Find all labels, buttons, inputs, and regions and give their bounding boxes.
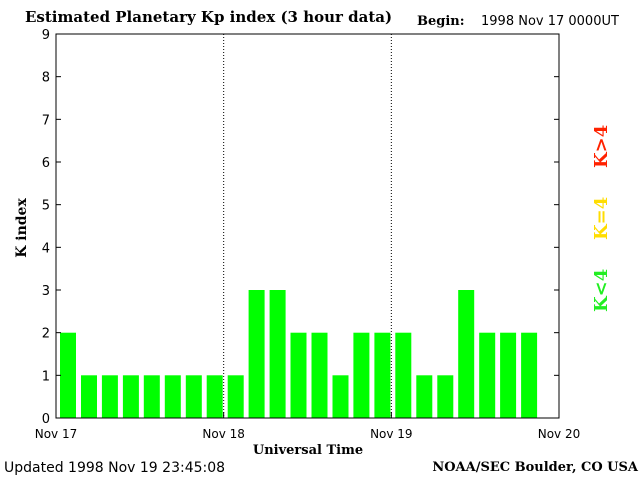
kp-bar xyxy=(101,375,118,418)
kp-bar xyxy=(290,332,307,418)
kp-bar xyxy=(206,375,223,418)
x-labels-group: Nov 17 Nov 18 Nov 19 Nov 20 xyxy=(35,412,581,441)
y-ticks-group: 0 1 2 3 4 5 6 7 8 9 xyxy=(42,28,559,427)
legend-low: K<4 xyxy=(591,269,612,312)
kp-bar xyxy=(81,375,97,418)
legend-mid: K=4 xyxy=(591,197,612,240)
kp-bar xyxy=(332,375,349,418)
kp-bar xyxy=(395,332,412,418)
x-tick-label: Nov 20 xyxy=(538,427,581,441)
y-tick-label: 3 xyxy=(42,284,50,299)
y-tick-label: 6 xyxy=(42,156,50,171)
kp-bar xyxy=(227,375,244,418)
kp-bar xyxy=(500,332,517,418)
y-tick-label: 0 xyxy=(42,412,50,427)
kp-bar xyxy=(248,290,265,418)
begin-value: 1998 Nov 17 0000UT xyxy=(481,14,619,29)
updated-stamp: Updated 1998 Nov 19 23:45:08 xyxy=(4,460,225,476)
kp-bar xyxy=(311,332,328,418)
kp-bar xyxy=(143,375,160,418)
y-tick-label: 2 xyxy=(42,327,50,342)
kp-bar xyxy=(437,375,454,418)
y-tick-label: 9 xyxy=(42,28,50,43)
kp-bar xyxy=(60,332,76,418)
kp-bar xyxy=(269,290,286,418)
plot-frame xyxy=(55,33,560,419)
kp-bar xyxy=(521,332,538,418)
kp-bar xyxy=(353,332,370,418)
kp-bar xyxy=(479,332,496,418)
chart-title: Estimated Planetary Kp index (3 hour dat… xyxy=(25,8,393,26)
updated-value: 1998 Nov 19 23:45:08 xyxy=(68,460,226,476)
begin-label: Begin: xyxy=(417,14,465,29)
bars-group xyxy=(60,290,538,418)
x-tick-label: Nov 17 xyxy=(35,427,78,441)
y-tick-label: 1 xyxy=(42,369,50,384)
credit-text: NOAA/SEC Boulder, CO USA xyxy=(432,460,638,475)
kp-bar xyxy=(458,290,475,418)
updated-label: Updated xyxy=(4,460,64,476)
kp-bar xyxy=(416,375,433,418)
x-axis-label: Universal Time xyxy=(253,443,363,458)
grid-group xyxy=(223,34,392,418)
kp-bar xyxy=(374,332,391,418)
y-axis-label: K index xyxy=(14,198,30,258)
kp-bar xyxy=(164,375,181,418)
y-tick-label: 4 xyxy=(42,241,50,256)
x-tick-label: Nov 18 xyxy=(202,427,245,441)
kp-bar xyxy=(185,375,202,418)
y-tick-label: 5 xyxy=(42,199,50,214)
y-tick-label: 8 xyxy=(42,71,50,86)
y-tick-label: 7 xyxy=(42,113,50,128)
legend-high: K>4 xyxy=(591,125,612,168)
kp-bar xyxy=(122,375,139,418)
x-tick-label: Nov 19 xyxy=(370,427,413,441)
